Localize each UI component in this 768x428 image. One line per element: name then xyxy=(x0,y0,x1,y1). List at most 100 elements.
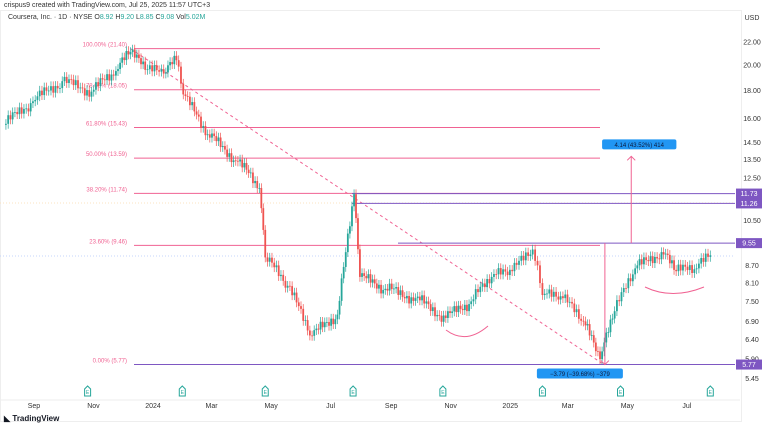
candle-body xyxy=(36,96,39,100)
y-tick-label: 18.00 xyxy=(743,88,761,95)
candle-body xyxy=(68,79,70,84)
chart-pane[interactable] xyxy=(0,10,742,422)
candle-body xyxy=(502,269,504,275)
tradingview-logo[interactable]: ◣ TradingView xyxy=(4,414,60,423)
candle-body xyxy=(88,90,91,97)
candle-body xyxy=(515,262,518,265)
candle-body xyxy=(77,80,79,89)
fib-level-label: 23.60% (9.46) xyxy=(89,239,127,245)
candle-body xyxy=(162,69,165,74)
candle-body xyxy=(241,159,244,168)
candle-body xyxy=(27,108,30,112)
x-tick-label: Mar xyxy=(206,403,219,410)
candle-body xyxy=(495,274,498,275)
candle-body xyxy=(140,58,142,65)
candle-body xyxy=(92,89,95,92)
candle-body xyxy=(481,283,484,287)
candle-body xyxy=(438,314,441,316)
candle-body xyxy=(215,136,218,142)
fib-level-label: 0.00% (5.77) xyxy=(93,359,127,365)
candle-body xyxy=(158,70,160,72)
candle-body xyxy=(511,269,514,272)
candle-body xyxy=(603,342,606,352)
candle-body xyxy=(483,283,486,288)
candle-body xyxy=(127,51,130,55)
candle-body xyxy=(284,280,287,288)
candle-body xyxy=(416,296,419,299)
measure-label-box xyxy=(602,139,677,150)
y-tick-label: 7.50 xyxy=(745,299,759,306)
earnings-marker-letter: E xyxy=(709,390,713,396)
price-level-tag xyxy=(736,188,762,199)
earnings-icon[interactable] xyxy=(84,385,92,397)
candle-body xyxy=(444,315,447,318)
candle-body xyxy=(605,332,608,343)
candle-body xyxy=(607,332,610,333)
candle-body xyxy=(527,252,530,256)
candle-body xyxy=(50,86,52,91)
candle-body xyxy=(189,96,191,106)
y-tick-label: 8.70 xyxy=(745,263,759,270)
candle-body xyxy=(380,284,382,294)
candle-body xyxy=(72,79,75,86)
candle-body xyxy=(410,297,413,304)
candle-body xyxy=(29,103,32,112)
candle-body xyxy=(282,274,285,281)
price-level-label: 9.55 xyxy=(742,241,756,248)
candle-body xyxy=(559,296,562,300)
earnings-icon[interactable] xyxy=(439,385,447,397)
candle-body xyxy=(658,258,661,260)
candle-body xyxy=(342,266,345,279)
x-tick-label: 2025 xyxy=(502,403,518,410)
candle-body xyxy=(395,287,397,289)
earnings-icon[interactable] xyxy=(261,385,269,397)
candle-body xyxy=(455,306,458,313)
candle-body xyxy=(408,295,410,304)
earnings-icon[interactable] xyxy=(617,385,625,397)
candle-body xyxy=(682,264,684,271)
earnings-marker-letter: E xyxy=(541,390,545,396)
candle-body xyxy=(451,311,454,314)
candle-body xyxy=(524,252,527,261)
candle-body xyxy=(9,115,12,120)
earnings-icon[interactable] xyxy=(706,385,714,397)
candle-body xyxy=(79,87,82,89)
candle-body xyxy=(14,111,16,113)
ohlc-vol: Vol5.02M xyxy=(174,14,206,21)
earnings-icon[interactable] xyxy=(538,385,546,397)
candle-body xyxy=(254,180,256,184)
candle-body xyxy=(131,49,134,53)
earnings-icon[interactable] xyxy=(178,385,186,397)
candle-body xyxy=(468,304,470,312)
symbol-legend: Coursera, Inc. · 1D · NYSE O8.92 H9.20 L… xyxy=(8,14,205,21)
candle-body xyxy=(18,107,21,115)
candle-body xyxy=(357,218,359,250)
candle-body xyxy=(707,253,709,257)
candle-body xyxy=(54,85,57,93)
candle-body xyxy=(349,226,351,234)
candle-body xyxy=(300,306,302,309)
candle-body xyxy=(620,292,623,302)
cup-curve xyxy=(445,325,489,337)
candle-body xyxy=(90,91,93,97)
candle-body xyxy=(260,188,263,209)
candle-body xyxy=(256,180,259,189)
candle-body xyxy=(575,309,578,313)
candle-body xyxy=(319,321,322,330)
candle-body xyxy=(461,308,464,311)
candle-body xyxy=(677,264,680,272)
candle-body xyxy=(338,300,341,315)
candle-body xyxy=(601,351,603,360)
candle-body xyxy=(268,257,271,262)
earnings-icon[interactable] xyxy=(349,385,357,397)
candle-body xyxy=(412,297,415,301)
candle-body xyxy=(470,301,473,305)
x-tick-label: Nov xyxy=(87,403,100,410)
candle-body xyxy=(388,283,391,291)
fib-level-label: 61.80% (15.43) xyxy=(86,121,127,127)
candle-body xyxy=(695,268,698,270)
candle-body xyxy=(315,328,318,331)
candle-body xyxy=(184,94,187,97)
candle-body xyxy=(399,290,402,295)
